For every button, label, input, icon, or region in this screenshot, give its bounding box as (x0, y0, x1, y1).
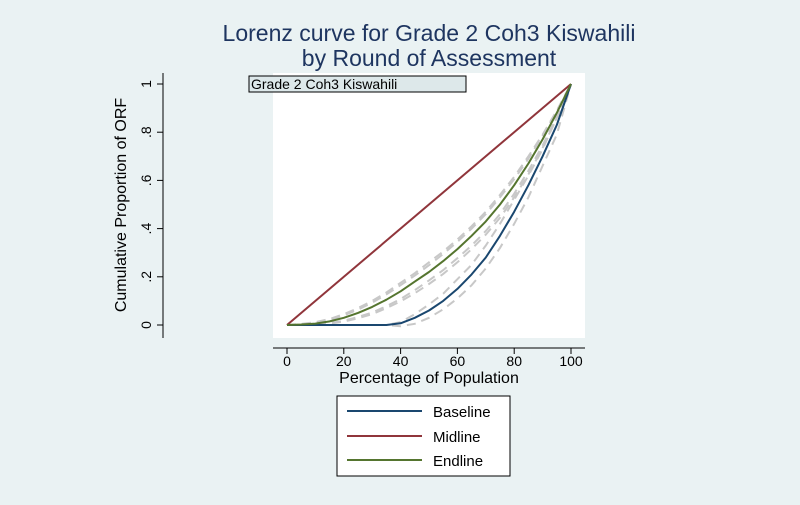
confidence-band-5 (286, 83, 572, 326)
inner-label-box: Grade 2 Coh3 Kiswahili (248, 75, 467, 93)
inner-label-text: Grade 2 Coh3 Kiswahili (251, 76, 397, 92)
x-tick-label: 40 (393, 353, 409, 369)
chart-subtitle: by Round of Assessment (302, 45, 557, 71)
legend-label-endline: Endline (433, 453, 483, 470)
x-tick-label: 0 (283, 353, 291, 369)
legend: Baseline Midline Endline (336, 395, 511, 477)
series-lines (286, 83, 572, 326)
y-axis: 0 .2 .4 .6 .8 1 (138, 73, 164, 338)
y-tick-label: .6 (138, 174, 154, 186)
y-tick-label: .4 (138, 223, 154, 235)
chart-title: Lorenz curve for Grade 2 Coh3 Kiswahili (223, 20, 636, 46)
x-axis: 0 20 40 60 80 100 (273, 347, 585, 369)
series-line-endline (286, 83, 572, 326)
y-tick-label: 0 (138, 321, 154, 329)
y-axis-label: Cumulative Proportion of ORF (113, 98, 130, 313)
legend-label-baseline: Baseline (433, 404, 491, 421)
x-tick-label: 20 (336, 353, 352, 369)
confidence-band-6 (286, 83, 572, 326)
inner-label-frame (248, 75, 467, 93)
x-tick-label: 80 (506, 353, 522, 369)
y-tick-label: .2 (138, 271, 154, 283)
series-line-midline (286, 83, 572, 326)
x-axis-label: Percentage of Population (339, 370, 519, 387)
x-tick-label: 100 (559, 353, 583, 369)
x-tick-label: 60 (450, 353, 466, 369)
series-line-baseline (287, 83, 572, 326)
y-tick-label: .8 (138, 126, 154, 138)
legend-label-midline: Midline (433, 429, 481, 446)
y-tick-label: 1 (138, 80, 154, 88)
